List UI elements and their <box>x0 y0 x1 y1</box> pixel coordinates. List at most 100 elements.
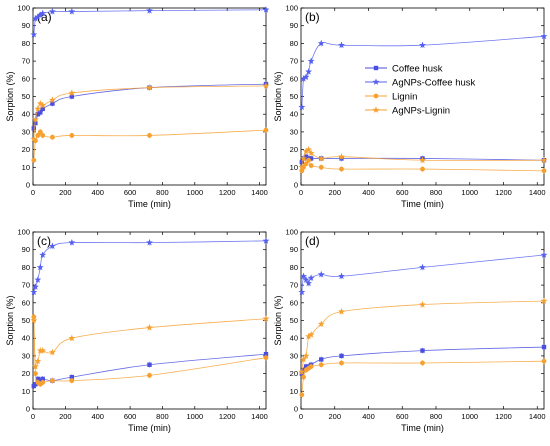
data-point <box>146 84 153 91</box>
y-tick-label: 100 <box>17 4 30 13</box>
data-point <box>39 101 47 109</box>
data-point <box>147 362 152 367</box>
data-point <box>308 163 314 168</box>
series-line <box>33 240 267 293</box>
data-point <box>40 106 45 112</box>
data-point <box>308 156 314 161</box>
y-axis-label: Sorption (%) <box>273 295 283 345</box>
data-point <box>317 154 325 162</box>
data-point <box>35 112 41 117</box>
x-tick-label: 600 <box>396 412 409 421</box>
y-tick-label: 80 <box>290 263 298 272</box>
data-point <box>302 276 310 283</box>
data-point <box>305 279 313 287</box>
x-tick-label: 1000 <box>461 188 478 197</box>
data-point <box>298 368 306 375</box>
x-tick-label: 0 <box>299 188 303 197</box>
series-line <box>33 9 267 35</box>
data-point <box>146 239 153 246</box>
data-point <box>48 348 56 356</box>
data-point <box>36 99 44 107</box>
x-tick-label: 400 <box>362 412 375 421</box>
x-tick-label: 200 <box>328 188 341 197</box>
y-tick-label: 50 <box>290 92 298 101</box>
x-tick-label: 1400 <box>529 188 546 197</box>
legend-label: Lignin <box>392 92 417 103</box>
data-point <box>262 6 270 13</box>
x-axis-label: Time (min) <box>401 199 444 209</box>
data-point <box>420 348 425 353</box>
y-tick-label: 30 <box>290 351 298 360</box>
x-tick-label: 1200 <box>495 412 512 421</box>
data-point <box>302 73 310 80</box>
data-point <box>301 367 306 373</box>
y-tick-label: 10 <box>22 387 30 396</box>
data-point <box>32 115 39 123</box>
data-point <box>30 135 38 142</box>
data-point <box>318 164 324 170</box>
y-tick-label: 100 <box>285 4 298 13</box>
series-agnps-coffee-husk <box>298 32 548 111</box>
data-point <box>298 163 306 171</box>
data-point <box>50 101 55 106</box>
y-tick-label: 30 <box>290 127 298 136</box>
data-point <box>35 133 41 138</box>
data-point <box>339 353 344 359</box>
data-point <box>69 133 75 138</box>
series-lignin <box>299 358 547 398</box>
y-tick-label: 60 <box>290 74 298 83</box>
y-tick-label: 30 <box>22 351 30 360</box>
y-tick-label: 70 <box>290 281 298 290</box>
data-point <box>307 57 315 65</box>
data-point <box>146 323 153 331</box>
x-axis-label: Time (min) <box>128 423 171 433</box>
y-tick-label: 80 <box>22 263 30 272</box>
data-point <box>300 75 307 82</box>
data-point <box>541 168 547 174</box>
data-point <box>48 96 56 103</box>
series-line <box>33 85 267 140</box>
y-axis-label: Sorption (%) <box>273 71 283 121</box>
data-point <box>540 32 548 40</box>
data-point <box>305 332 313 340</box>
y-tick-label: 70 <box>22 57 30 66</box>
x-tick-label: 0 <box>31 188 35 197</box>
data-point <box>30 30 38 38</box>
data-point <box>319 357 324 362</box>
y-tick-label: 80 <box>22 39 30 48</box>
data-point <box>31 157 37 163</box>
legend-marker <box>373 65 379 71</box>
data-point <box>69 374 75 380</box>
data-point <box>299 159 305 165</box>
y-tick-label: 40 <box>22 110 30 119</box>
x-tick-label: 1200 <box>219 188 236 197</box>
data-point <box>540 297 548 304</box>
x-axis-label: Time (min) <box>128 199 171 209</box>
data-point <box>40 380 46 385</box>
y-tick-label: 70 <box>290 57 298 66</box>
data-point <box>302 352 310 359</box>
data-point <box>540 251 548 258</box>
legend-marker <box>373 93 379 99</box>
data-point <box>303 154 309 159</box>
x-tick-label: 1400 <box>251 188 268 197</box>
data-point <box>68 334 76 342</box>
plot-frame <box>32 7 267 186</box>
y-tick-label: 60 <box>22 298 30 307</box>
x-tick-label: 800 <box>430 188 443 197</box>
data-point <box>34 357 42 365</box>
y-tick-label: 70 <box>22 281 30 290</box>
data-point <box>302 147 310 155</box>
y-tick-label: 40 <box>290 110 298 119</box>
data-point <box>541 358 547 364</box>
x-tick-label: 600 <box>124 188 137 197</box>
data-point <box>39 9 47 17</box>
series-line <box>301 254 545 293</box>
data-point <box>262 82 270 89</box>
data-point <box>36 11 44 18</box>
x-tick-label: 400 <box>91 412 104 421</box>
data-point <box>420 360 425 366</box>
data-point <box>300 355 307 363</box>
data-point <box>32 283 39 290</box>
